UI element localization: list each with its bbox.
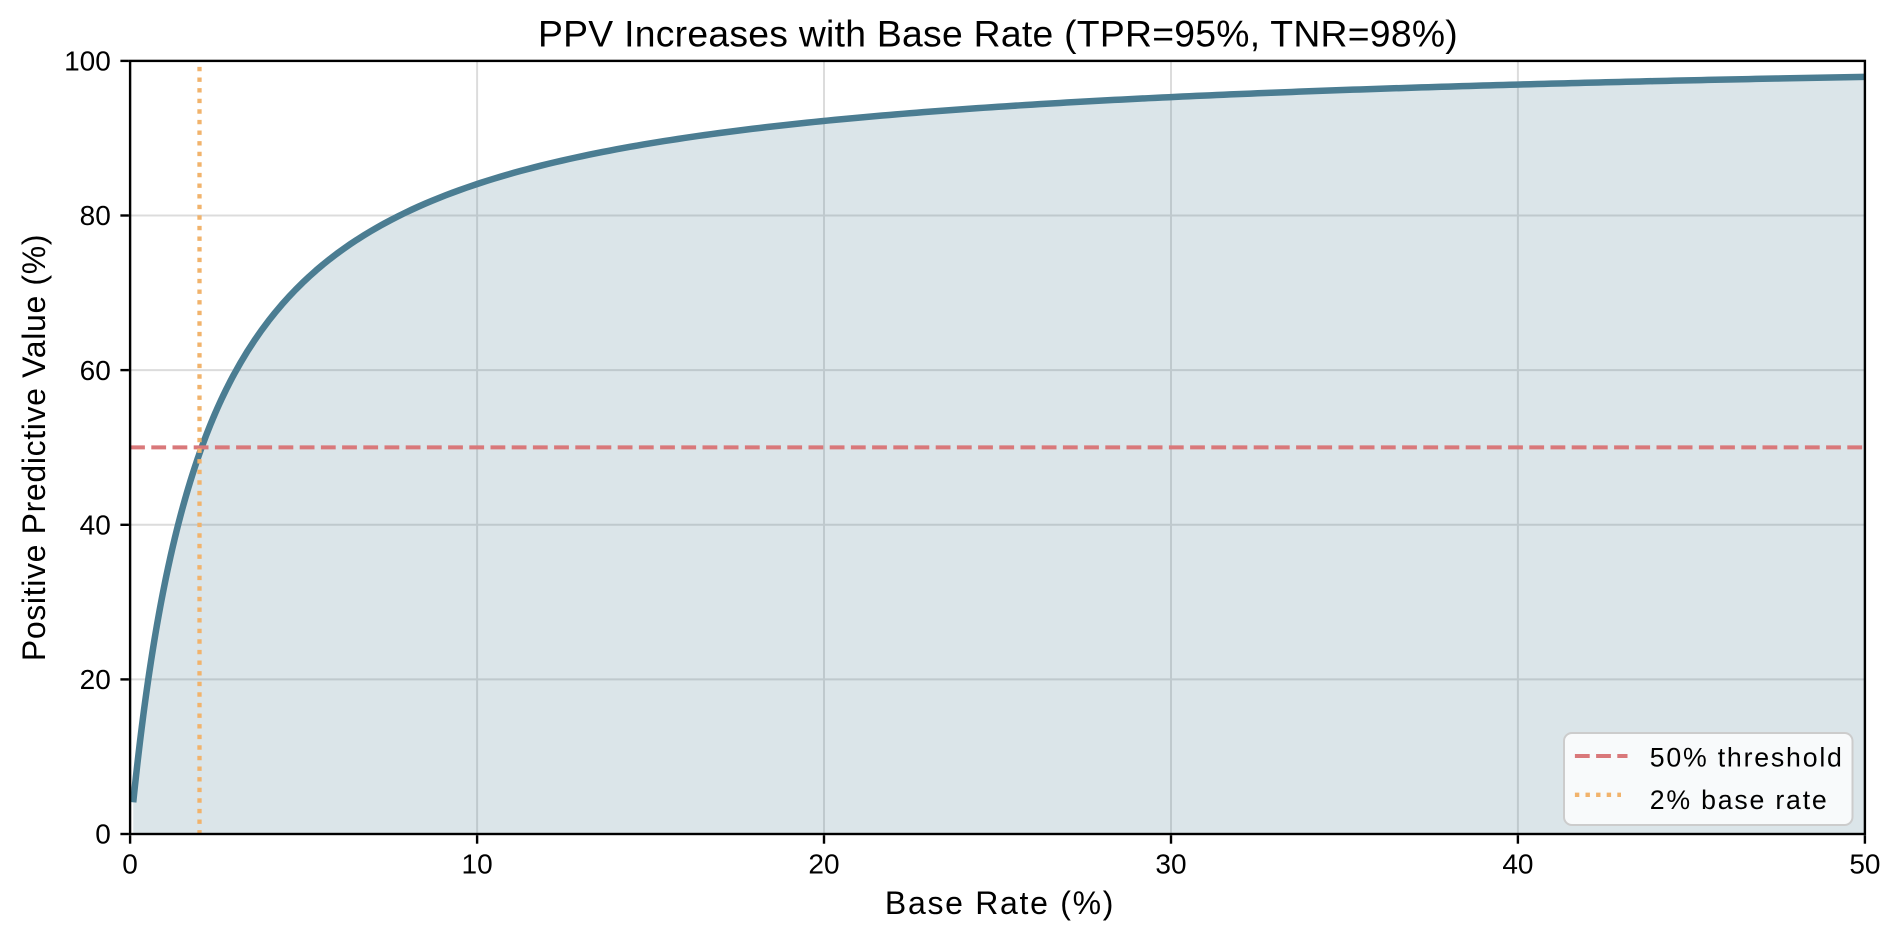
svg-text:20: 20 <box>80 664 111 695</box>
svg-text:30: 30 <box>1155 849 1186 880</box>
svg-text:2% base rate: 2% base rate <box>1650 785 1829 815</box>
svg-text:50% threshold: 50% threshold <box>1650 743 1844 773</box>
svg-text:40: 40 <box>80 510 111 541</box>
svg-text:100: 100 <box>64 46 111 77</box>
svg-text:60: 60 <box>80 355 111 386</box>
svg-text:Base Rate (%): Base Rate (%) <box>885 885 1115 921</box>
svg-text:Positive Predictive Value (%): Positive Predictive Value (%) <box>16 234 52 661</box>
svg-text:0: 0 <box>95 819 111 850</box>
svg-text:50: 50 <box>1849 849 1880 880</box>
svg-text:10: 10 <box>462 849 493 880</box>
svg-text:PPV Increases with Base Rate (: PPV Increases with Base Rate (TPR=95%, T… <box>538 12 1458 54</box>
svg-text:80: 80 <box>80 200 111 231</box>
svg-text:40: 40 <box>1502 849 1533 880</box>
svg-text:0: 0 <box>122 849 138 880</box>
svg-text:20: 20 <box>808 849 839 880</box>
